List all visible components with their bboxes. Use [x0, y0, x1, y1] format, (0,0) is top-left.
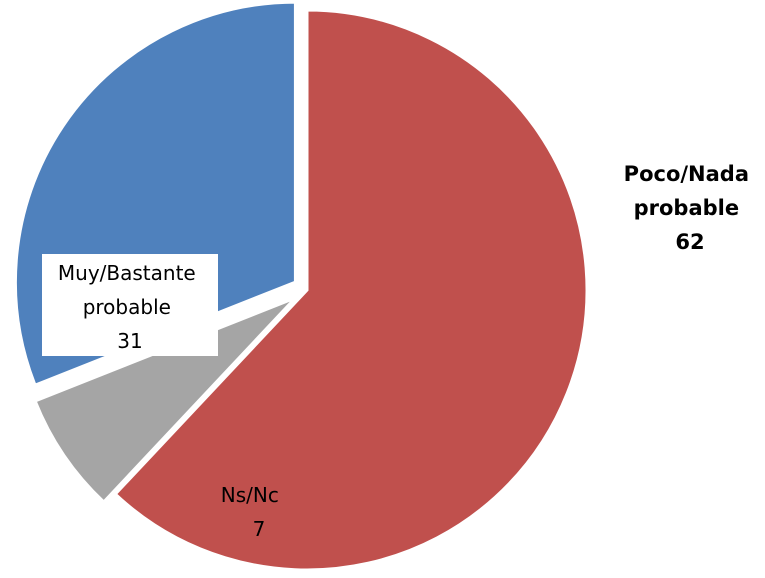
slice-label-muy-bastante: Muy/Bastante probable 31	[58, 261, 202, 353]
slice-label-ns-nc-line1: Ns/Nc	[221, 483, 279, 507]
slice-label-poco-nada: Poco/Nada probable 62	[624, 162, 757, 254]
slice-label-poco-nada-line1: Poco/Nada	[624, 162, 749, 186]
pie-labels: Poco/Nada probable 62 Muy/Bastante proba…	[42, 162, 757, 541]
pie-slice-ns-nc	[33, 296, 297, 505]
slice-value-muy-bastante: 31	[117, 329, 142, 353]
slice-value-ns-nc: 7	[253, 517, 266, 541]
pie-slice-poco-nada-probable	[113, 8, 589, 572]
slice-label-ns-nc: Ns/Nc 7	[221, 483, 285, 541]
slice-label-muy-bastante-line1: Muy/Bastante	[58, 261, 196, 285]
slice-label-poco-nada-line2: probable	[634, 196, 740, 220]
slice-label-box-muy-bastante	[42, 254, 218, 356]
slice-value-poco-nada: 62	[675, 230, 704, 254]
slice-label-muy-bastante-line2: probable	[83, 295, 171, 319]
